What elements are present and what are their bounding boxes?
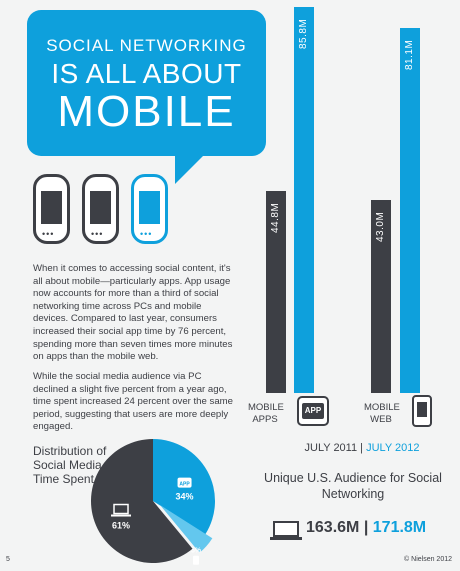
page-number: 5	[6, 556, 10, 563]
pc-total-2011: 163.6M	[306, 519, 360, 536]
headline-bubble	[27, 10, 266, 156]
category-label-mobile-apps: MOBILE APPS	[248, 402, 284, 425]
phone-icon-blue: •••	[131, 174, 168, 244]
audience-title: Unique U.S. Audience for Social Networki…	[264, 471, 442, 501]
pie-slice-mobile-web	[160, 505, 213, 553]
bar-value-label: 43.0M	[375, 211, 386, 242]
pie-label-pc: 61%	[112, 521, 130, 531]
laptop-icon	[270, 521, 302, 540]
legend-separator: |	[360, 442, 364, 454]
bar-mobile-apps-july-2011	[266, 191, 286, 393]
pie-app-icon: APP	[177, 477, 192, 488]
legend-year-2011: JULY 2011	[304, 442, 358, 454]
pc-total-2012: 171.8M	[372, 519, 427, 536]
bar-mobile-apps-july-2012	[294, 6, 314, 393]
phone-icon-dark-2: •••	[82, 174, 119, 244]
headline-bubble-tail	[175, 150, 209, 184]
pie-slice-app	[153, 439, 215, 535]
pc-audience-totals: 163.6M | 171.8M	[306, 519, 426, 537]
headline-line2: IS ALL ABOUT	[51, 58, 242, 89]
bar-mobile-web-july-2012	[400, 28, 420, 393]
pie-laptop-icon	[111, 503, 132, 517]
legend-year-2012: JULY 2012	[366, 442, 420, 454]
category-label-mobile-web: MOBILE WEB	[364, 402, 400, 425]
svg-text:APP: APP	[179, 482, 190, 488]
bar-value-label: 85.8M	[298, 18, 309, 49]
legend-years: JULY 2011 | JULY 2012	[272, 442, 452, 454]
body-paragraph-2: While the social media audience via PC d…	[33, 371, 233, 433]
pie-phone-icon	[193, 555, 200, 565]
phone-icon-dark-1: •••	[33, 174, 70, 244]
mobile-phone-icon	[412, 395, 432, 427]
pie-label-app: 34%	[176, 492, 194, 502]
pie-label-mobile-web: 5%	[191, 548, 202, 555]
bar-value-label: 44.8M	[270, 203, 281, 234]
bar-value-label: 81.1M	[404, 39, 415, 71]
pie-chart-title: Distribution of Social Media Time Spent	[33, 444, 107, 486]
headline-line3: MOBILE	[57, 87, 236, 136]
pc-total-separator: |	[363, 519, 369, 536]
body-paragraph-1: When it comes to accessing social conten…	[33, 263, 233, 363]
bar-mobile-web-july-2011	[371, 199, 391, 393]
app-icon: APP	[297, 396, 329, 426]
headline-line1: SOCIAL NETWORKING	[46, 36, 247, 55]
copyright: © Nielsen 2012	[404, 556, 452, 563]
